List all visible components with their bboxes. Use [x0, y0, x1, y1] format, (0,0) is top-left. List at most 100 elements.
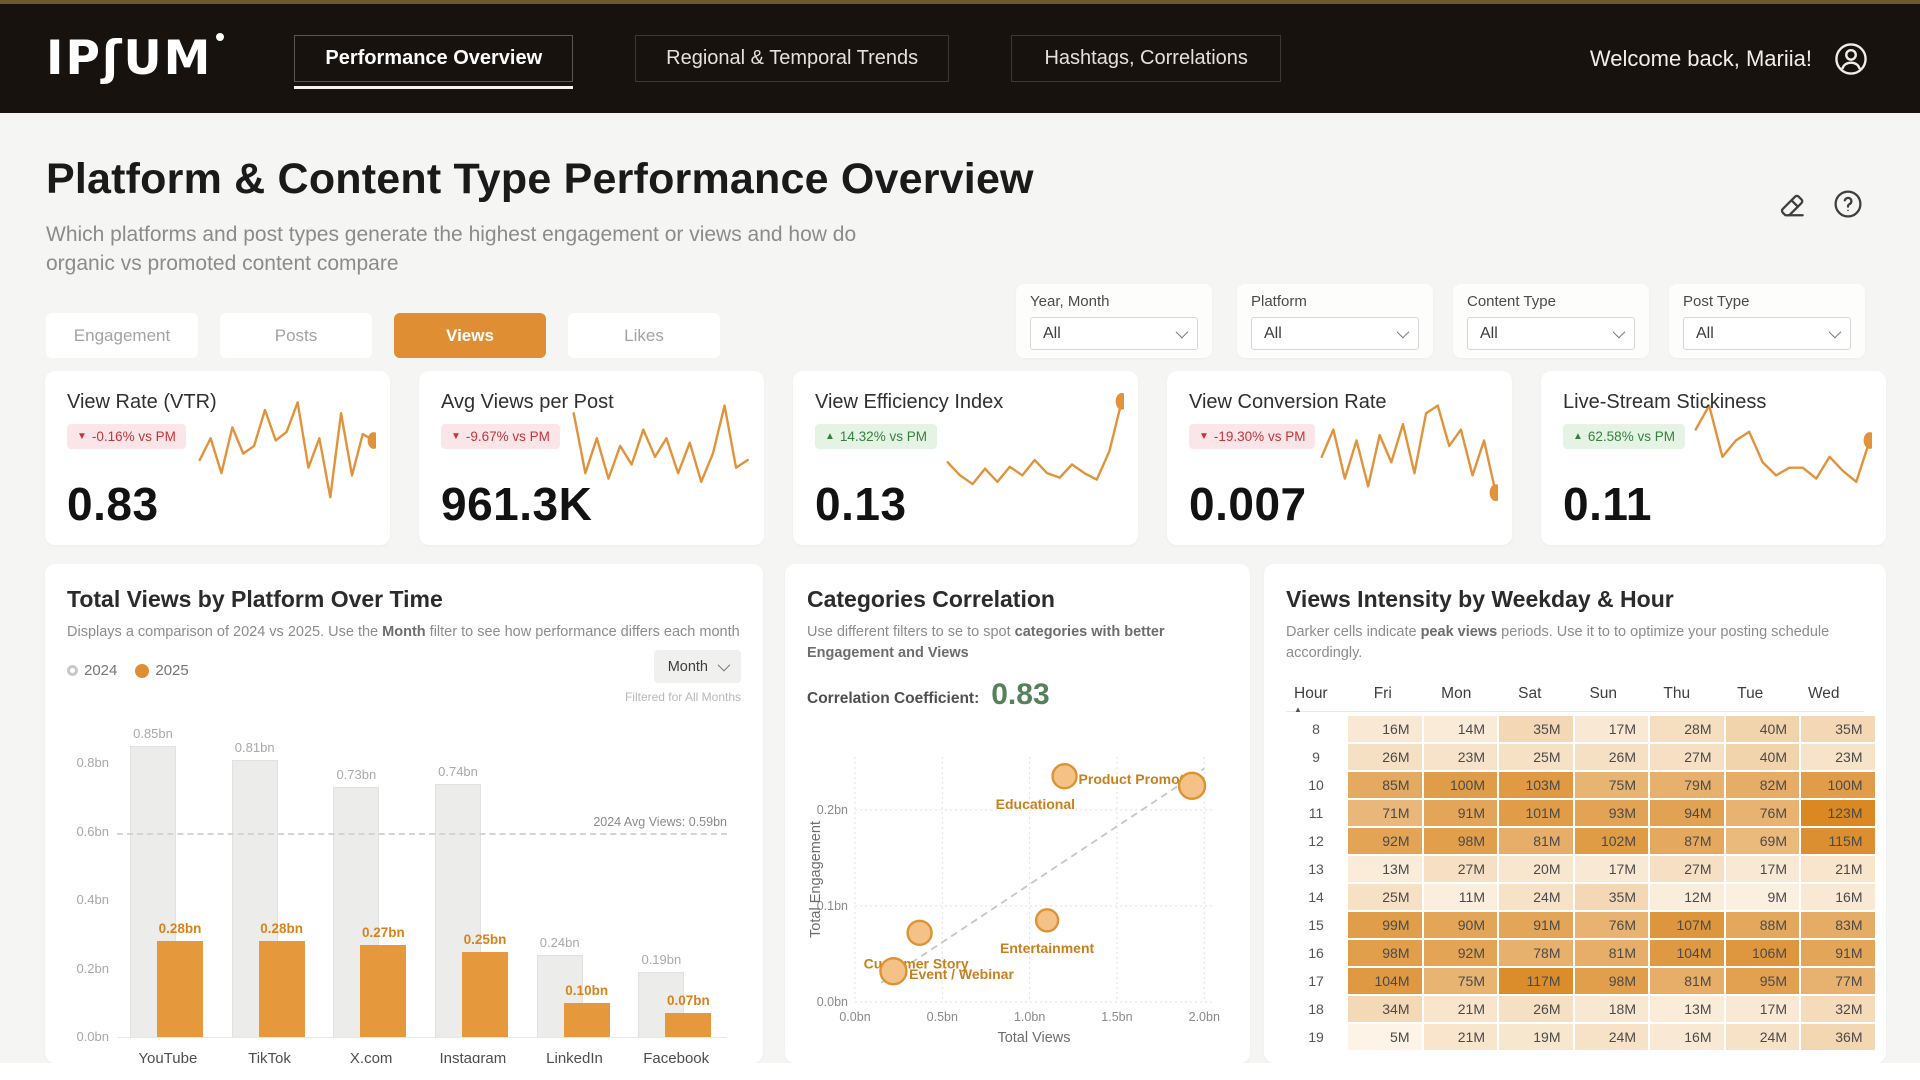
filter-dropdown-platform[interactable]: All — [1251, 317, 1419, 350]
heatmap-cell[interactable]: 91M — [1801, 940, 1875, 966]
heatmap-column-fri[interactable]: Fri — [1373, 684, 1392, 702]
heatmap-cell[interactable]: 25M — [1348, 884, 1422, 910]
heatmap-column-wed[interactable]: Wed — [1807, 684, 1840, 702]
heatmap-cell[interactable]: 12M — [1650, 884, 1724, 910]
heatmap-cell[interactable]: 14M — [1423, 716, 1497, 742]
heatmap-cell[interactable]: 77M — [1801, 968, 1875, 994]
heatmap-cell[interactable]: 100M — [1801, 772, 1875, 798]
heatmap-column-sat[interactable]: Sat — [1518, 684, 1542, 702]
heatmap-cell[interactable]: 32M — [1801, 996, 1875, 1022]
heatmap-cell[interactable]: 75M — [1574, 772, 1648, 798]
heatmap-cell[interactable]: 34M — [1348, 996, 1422, 1022]
heatmap-cell[interactable]: 104M — [1650, 940, 1724, 966]
heatmap-cell[interactable]: 107M — [1650, 912, 1724, 938]
heatmap-column-tue[interactable]: Tue — [1737, 684, 1764, 702]
heatmap-cell[interactable]: 35M — [1574, 884, 1648, 910]
heatmap-cell[interactable]: 76M — [1725, 800, 1799, 826]
heatmap-cell[interactable]: 18M — [1574, 996, 1648, 1022]
heatmap-cell[interactable]: 76M — [1574, 912, 1648, 938]
heatmap-cell[interactable]: 83M — [1801, 912, 1875, 938]
heatmap-cell[interactable]: 95M — [1725, 968, 1799, 994]
heatmap-cell[interactable]: 71M — [1348, 800, 1422, 826]
heatmap-cell[interactable]: 87M — [1650, 828, 1724, 854]
heatmap-cell[interactable]: 117M — [1499, 968, 1573, 994]
bar-2025[interactable] — [360, 944, 407, 1037]
heatmap-cell[interactable]: 106M — [1725, 940, 1799, 966]
heatmap-cell[interactable]: 26M — [1499, 996, 1573, 1022]
bar-2025[interactable] — [665, 1013, 712, 1037]
heatmap-cell[interactable]: 92M — [1348, 828, 1422, 854]
heatmap-cell[interactable]: 81M — [1650, 968, 1724, 994]
heatmap-cell[interactable]: 24M — [1574, 1024, 1648, 1050]
legend-item-2024[interactable]: 2024 — [67, 662, 117, 679]
heatmap-cell[interactable]: 115M — [1801, 828, 1875, 854]
heatmap-cell[interactable]: 17M — [1725, 996, 1799, 1022]
help-icon[interactable] — [1832, 188, 1864, 220]
heatmap-cell[interactable]: 92M — [1423, 940, 1497, 966]
heatmap-cell[interactable]: 75M — [1423, 968, 1497, 994]
tab-performance-overview[interactable]: Performance Overview — [294, 35, 574, 89]
heatmap-cell[interactable]: 27M — [1650, 744, 1724, 770]
heatmap-cell[interactable]: 100M — [1423, 772, 1497, 798]
tab-hashtags-correlations[interactable]: Hashtags, Correlations — [1011, 35, 1282, 82]
heatmap-cell[interactable]: 98M — [1348, 940, 1422, 966]
heatmap-cell[interactable]: 27M — [1423, 856, 1497, 882]
heatmap-cell[interactable]: 40M — [1725, 744, 1799, 770]
heatmap-cell[interactable]: 99M — [1348, 912, 1422, 938]
heatmap-cell[interactable]: 17M — [1574, 856, 1648, 882]
heatmap-cell[interactable]: 102M — [1574, 828, 1648, 854]
filter-dropdown-content-type[interactable]: All — [1467, 317, 1635, 350]
heatmap-cell[interactable]: 101M — [1499, 800, 1573, 826]
scatter-point-event-webinar[interactable] — [879, 957, 908, 986]
heatmap-cell[interactable]: 94M — [1650, 800, 1724, 826]
heatmap-cell[interactable]: 16M — [1348, 716, 1422, 742]
heatmap-cell[interactable]: 69M — [1725, 828, 1799, 854]
heatmap-cell[interactable]: 35M — [1499, 716, 1573, 742]
heatmap-cell[interactable]: 5M — [1348, 1024, 1422, 1050]
heatmap-cell[interactable]: 23M — [1801, 744, 1875, 770]
heatmap-cell[interactable]: 91M — [1499, 912, 1573, 938]
heatmap-cell[interactable]: 24M — [1725, 1024, 1799, 1050]
heatmap-cell[interactable]: 103M — [1499, 772, 1573, 798]
heatmap-cell[interactable]: 88M — [1725, 912, 1799, 938]
heatmap-cell[interactable]: 16M — [1650, 1024, 1724, 1050]
eraser-clear-filters-icon[interactable] — [1776, 188, 1808, 220]
heatmap-cell[interactable]: 79M — [1650, 772, 1724, 798]
heatmap-cell[interactable]: 25M — [1499, 744, 1573, 770]
scatter-point-product-promotion[interactable] — [1051, 763, 1078, 790]
heatmap-cell[interactable]: 11M — [1423, 884, 1497, 910]
heatmap-cell[interactable]: 91M — [1423, 800, 1497, 826]
heatmap-cell[interactable]: 21M — [1423, 1024, 1497, 1050]
heatmap-cell[interactable]: 20M — [1499, 856, 1573, 882]
bar-2025[interactable] — [258, 941, 305, 1037]
heatmap-column-thu[interactable]: Thu — [1663, 684, 1691, 702]
scatter-point-customer-story[interactable] — [906, 919, 933, 947]
heatmap-column-hour[interactable]: Hour ▲ — [1286, 685, 1346, 714]
segment-posts[interactable]: Posts — [220, 313, 372, 358]
bar-2025[interactable] — [563, 1002, 610, 1037]
segment-engagement[interactable]: Engagement — [46, 313, 198, 358]
scatter-point-educational[interactable] — [1177, 771, 1207, 801]
heatmap-cell[interactable]: 26M — [1574, 744, 1648, 770]
heatmap-cell[interactable]: 78M — [1499, 940, 1573, 966]
heatmap-cell[interactable]: 26M — [1348, 744, 1422, 770]
heatmap-cell[interactable]: 36M — [1801, 1024, 1875, 1050]
heatmap-cell[interactable]: 90M — [1423, 912, 1497, 938]
heatmap-cell[interactable]: 27M — [1650, 856, 1724, 882]
heatmap-cell[interactable]: 24M — [1499, 884, 1573, 910]
heatmap-cell[interactable]: 21M — [1423, 996, 1497, 1022]
heatmap-cell[interactable]: 104M — [1348, 968, 1422, 994]
heatmap-cell[interactable]: 81M — [1499, 828, 1573, 854]
filter-dropdown-year-month[interactable]: All — [1030, 317, 1198, 350]
heatmap-cell[interactable]: 85M — [1348, 772, 1422, 798]
heatmap-cell[interactable]: 98M — [1574, 968, 1648, 994]
bar-2025[interactable] — [462, 951, 509, 1037]
heatmap-cell[interactable]: 40M — [1725, 716, 1799, 742]
segment-likes[interactable]: Likes — [568, 313, 720, 358]
heatmap-cell[interactable]: 17M — [1725, 856, 1799, 882]
heatmap-cell[interactable]: 82M — [1725, 772, 1799, 798]
filter-dropdown-post-type[interactable]: All — [1683, 317, 1851, 350]
heatmap-cell[interactable]: 13M — [1348, 856, 1422, 882]
heatmap-cell[interactable]: 13M — [1650, 996, 1724, 1022]
legend-item-2025[interactable]: 2025 — [135, 662, 189, 679]
